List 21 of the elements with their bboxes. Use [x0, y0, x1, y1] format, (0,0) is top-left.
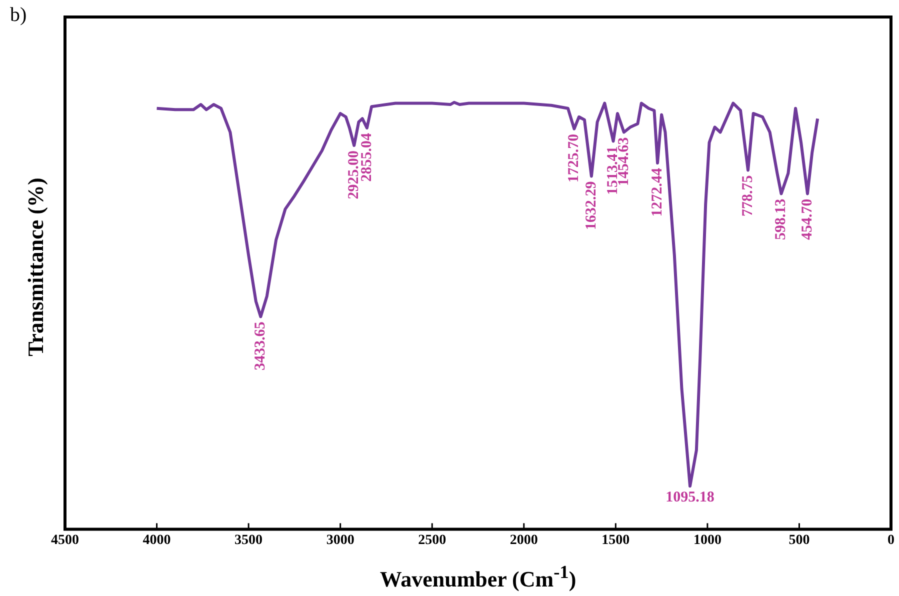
- annotation: 1725.70: [566, 134, 582, 183]
- x-axis-title: Wavenumber (Cm$^{-1}$): [378, 562, 578, 592]
- x-tick-label: 3000: [326, 533, 354, 548]
- x-tick-label: 3500: [234, 533, 263, 548]
- annotation: 1272.44: [649, 167, 666, 217]
- chart-title: b): [10, 4, 27, 27]
- annotation: 1095.18: [666, 489, 714, 506]
- x-tick-label: 4000: [142, 533, 171, 548]
- x-tick-label: 2000: [510, 533, 538, 548]
- x-tick-label: 1000: [693, 533, 722, 548]
- x-tick-label: 500: [788, 533, 810, 548]
- y-axis-title: Transmittance (%): [23, 178, 49, 356]
- x-tick-label: 2500: [418, 533, 446, 548]
- annotation: 3433.65: [252, 322, 269, 370]
- annotation: 598.13: [773, 198, 790, 240]
- x-tick-label: 4500: [51, 533, 79, 548]
- x-tick-label: 0: [888, 533, 894, 548]
- annotation: 778.75: [740, 175, 756, 216]
- annotation: 454.70: [799, 198, 816, 240]
- x-tick-label: 1500: [602, 533, 630, 548]
- annotation: 1632.29: [583, 181, 600, 230]
